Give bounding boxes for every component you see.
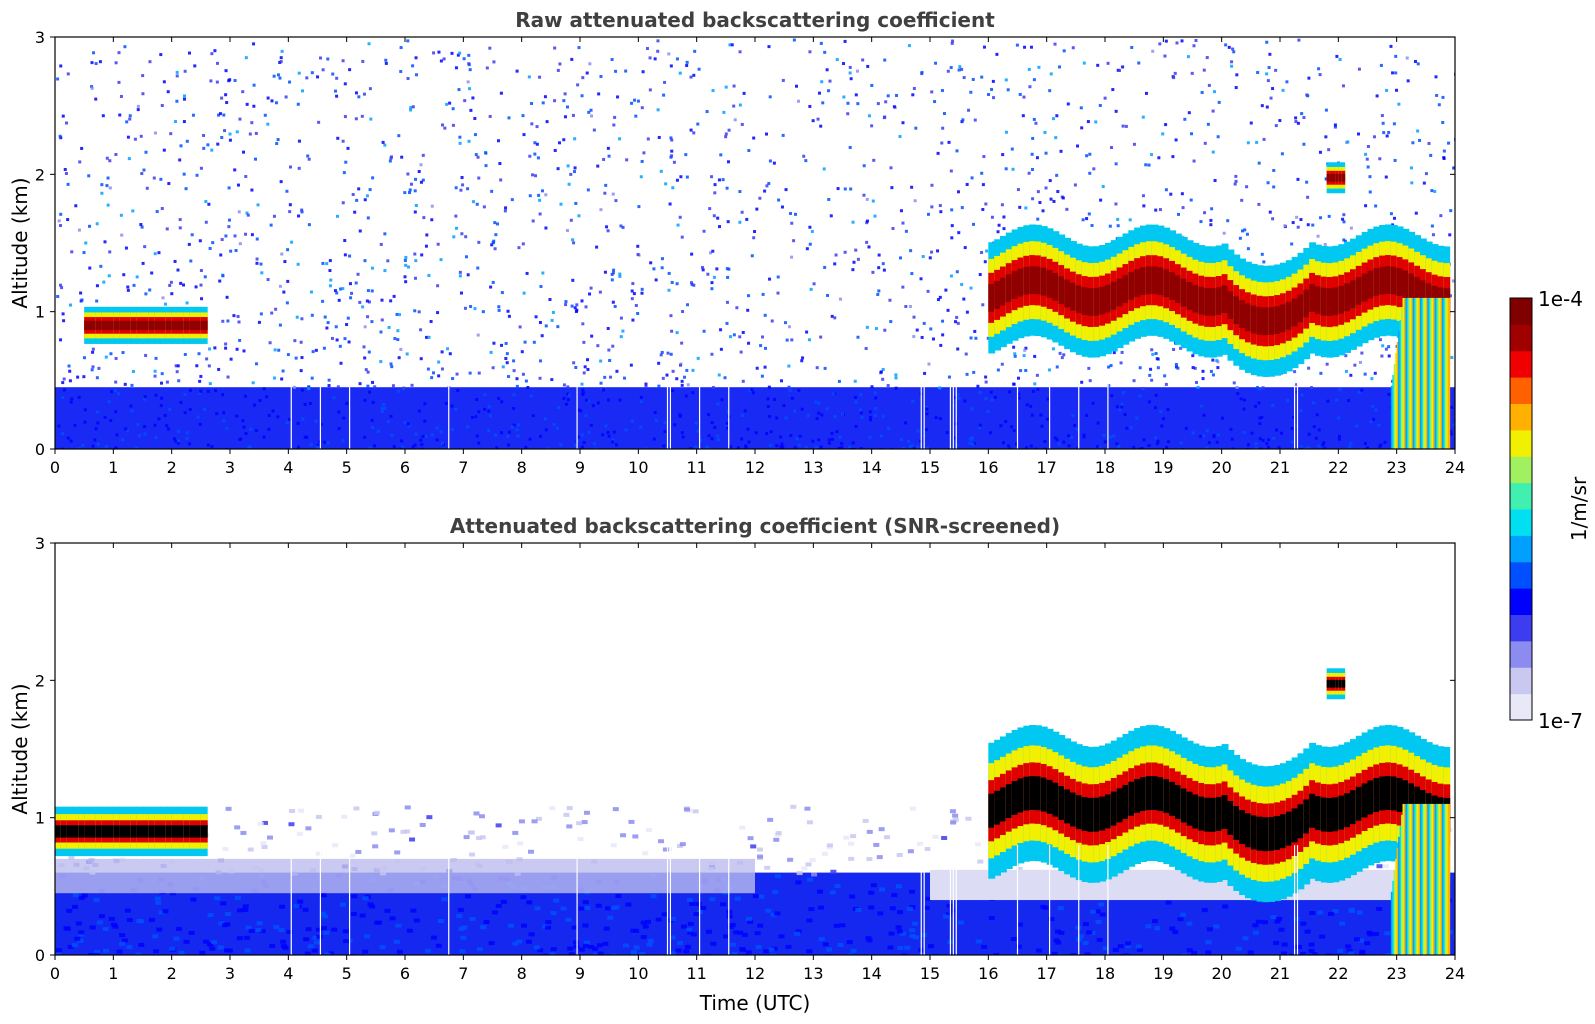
colorbar-segment xyxy=(1510,403,1532,431)
x-tick-label: 10 xyxy=(628,458,648,477)
x-tick-label: 17 xyxy=(1036,458,1056,477)
y-tick-label: 0 xyxy=(35,440,45,459)
x-tick-label: 9 xyxy=(575,458,585,477)
colorbar-max-label: 1e-4 xyxy=(1538,287,1583,311)
x-tick-label: 2 xyxy=(167,458,177,477)
colorbar-segment xyxy=(1510,614,1532,642)
x-tick-label: 5 xyxy=(342,964,352,983)
x-tick-label: 21 xyxy=(1270,458,1290,477)
x-tick-label: 22 xyxy=(1328,458,1348,477)
axis-ticks-screened: 0 1 2 3 4 5 6 7 8 9 10 11 12 13 14 15 16 17 18 19 20 21 22 23 24… xyxy=(35,534,1465,983)
x-tick-label: 2 xyxy=(167,964,177,983)
x-tick-label: 4 xyxy=(283,458,293,477)
x-tick-label: 3 xyxy=(225,964,235,983)
colorbar-segment xyxy=(1510,429,1532,457)
y-tick-label: 2 xyxy=(35,671,45,690)
backscatter-field-raw xyxy=(55,37,1455,449)
x-tick-label: 7 xyxy=(458,458,468,477)
y-axis-label-raw: Altitude (km) xyxy=(8,177,32,308)
x-tick-label: 13 xyxy=(803,964,823,983)
x-tick-label: 5 xyxy=(342,458,352,477)
x-tick-label: 17 xyxy=(1036,964,1056,983)
panel-raw-title: Raw attenuated backscattering coefficien… xyxy=(515,8,995,32)
x-tick-label: 12 xyxy=(745,458,765,477)
x-tick-label: 1 xyxy=(108,964,118,983)
axis-ticks-raw: 0 1 2 3 4 5 6 7 8 9 10 11 12 13 14 15 16 17 18 19 20 21 22 23 24… xyxy=(35,28,1465,477)
x-tick-label: 3 xyxy=(225,458,235,477)
y-tick-label: 2 xyxy=(35,165,45,184)
colorbar-segment xyxy=(1510,693,1532,721)
colorbar-segment xyxy=(1510,535,1532,563)
colorbar-segment xyxy=(1510,561,1532,589)
x-tick-label: 13 xyxy=(803,458,823,477)
x-tick-label: 19 xyxy=(1153,964,1173,983)
x-tick-label: 15 xyxy=(920,964,940,983)
x-tick-label: 14 xyxy=(861,458,881,477)
x-tick-label: 1 xyxy=(108,458,118,477)
x-tick-label: 14 xyxy=(861,964,881,983)
colorbar-unit-label: 1/m/sr xyxy=(1567,476,1591,541)
x-tick-label: 18 xyxy=(1095,964,1115,983)
colorbar-frame xyxy=(1509,297,1533,721)
x-tick-label: 4 xyxy=(283,964,293,983)
x-tick-label: 22 xyxy=(1328,964,1348,983)
x-tick-label: 20 xyxy=(1211,964,1231,983)
colorbar-segment xyxy=(1510,588,1532,615)
colorbar-segment xyxy=(1510,482,1532,510)
colorbar-min-label: 1e-7 xyxy=(1538,709,1583,733)
backscatter-field-screened xyxy=(55,543,1455,955)
panel-screened-title: Attenuated backscattering coefficient (S… xyxy=(450,514,1060,538)
x-tick-label: 10 xyxy=(628,964,648,983)
x-tick-label: 15 xyxy=(920,458,940,477)
y-axis-label-screened: Altitude (km) xyxy=(8,683,32,814)
x-tick-label: 19 xyxy=(1153,458,1173,477)
x-tick-label: 16 xyxy=(978,458,998,477)
x-tick-label: 12 xyxy=(745,964,765,983)
colorbar-segment xyxy=(1510,509,1532,536)
x-tick-label: 8 xyxy=(517,458,527,477)
x-tick-label: 7 xyxy=(458,964,468,983)
y-tick-label: 3 xyxy=(35,28,45,47)
x-tick-label: 6 xyxy=(400,458,410,477)
x-tick-label: 0 xyxy=(50,964,60,983)
x-tick-label: 23 xyxy=(1386,458,1406,477)
colorbar-segment xyxy=(1510,298,1532,325)
colorbar: 1e-4 1e-7 1/m/sr xyxy=(1509,287,1591,733)
x-tick-label: 20 xyxy=(1211,458,1231,477)
colorbar-segment xyxy=(1510,456,1532,484)
x-tick-label: 8 xyxy=(517,964,527,983)
colorbar-segment xyxy=(1510,667,1532,695)
y-tick-label: 3 xyxy=(35,534,45,553)
x-tick-label: 23 xyxy=(1386,964,1406,983)
x-tick-label: 0 xyxy=(50,458,60,477)
x-tick-label: 6 xyxy=(400,964,410,983)
panel-raw: Raw attenuated backscattering coefficien… xyxy=(8,8,1465,477)
y-tick-label: 0 xyxy=(35,946,45,965)
x-tick-label: 24 xyxy=(1445,964,1465,983)
x-tick-label: 11 xyxy=(686,458,706,477)
colorbar-segment xyxy=(1510,324,1532,352)
colorbar-segment xyxy=(1510,377,1532,404)
x-tick-label: 21 xyxy=(1270,964,1290,983)
x-axis-label-screened: Time (UTC) xyxy=(699,991,811,1015)
colorbar-scale xyxy=(1510,298,1532,721)
x-tick-label: 18 xyxy=(1095,458,1115,477)
colorbar-segment xyxy=(1510,640,1532,668)
y-tick-label: 1 xyxy=(35,303,45,322)
y-tick-label: 1 xyxy=(35,809,45,828)
panel-screened: Attenuated backscattering coefficient (S… xyxy=(8,514,1465,1015)
x-tick-label: 16 xyxy=(978,964,998,983)
x-tick-label: 9 xyxy=(575,964,585,983)
x-tick-label: 11 xyxy=(686,964,706,983)
x-tick-label: 24 xyxy=(1445,458,1465,477)
colorbar-segment xyxy=(1510,350,1532,378)
